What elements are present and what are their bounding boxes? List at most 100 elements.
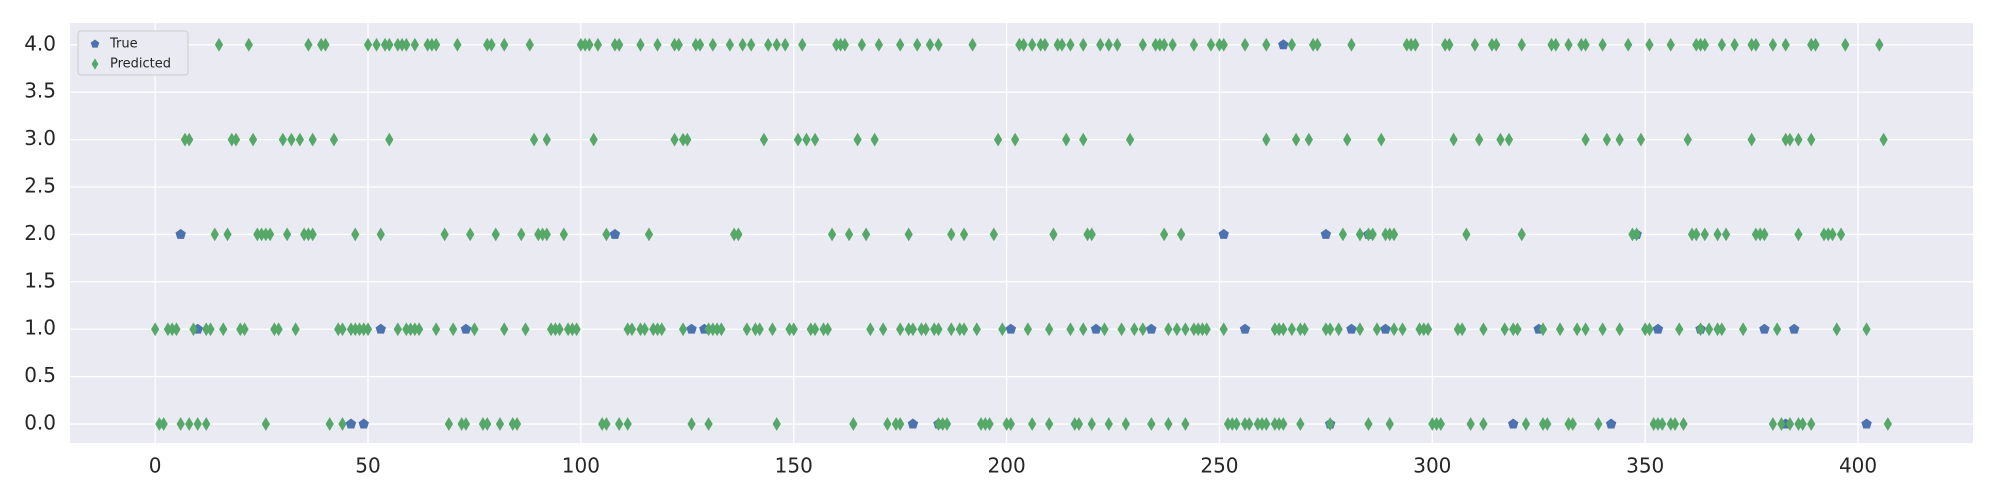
point [704,322,713,337]
point [1760,227,1769,242]
y-tick-label: 2.0 [24,221,56,245]
point [1781,37,1790,52]
point [581,37,590,52]
point [917,322,926,337]
point [836,37,845,52]
point [1138,37,1147,52]
point [500,37,509,52]
point [1470,37,1480,52]
point [202,322,211,337]
point [1372,322,1382,337]
point [857,37,866,52]
point [640,322,649,337]
point [686,323,697,334]
point [649,322,658,337]
point [738,37,747,52]
point [942,417,952,431]
point [1090,323,1102,334]
point [1189,37,1199,52]
point [163,322,173,337]
point [998,322,1007,337]
point [487,37,496,52]
point [1219,37,1228,52]
point [244,37,253,52]
point [1066,322,1075,337]
point [981,417,990,431]
point [291,322,300,337]
point [1320,228,1332,239]
point [334,322,343,337]
point [461,417,471,431]
point [1696,37,1705,52]
point [1274,322,1284,337]
point [764,37,773,52]
y-tick-label: 0.5 [24,363,56,387]
point [1087,227,1096,242]
point [346,322,356,337]
point [189,322,198,337]
point [1138,322,1147,337]
point [185,132,194,147]
point [508,417,517,431]
point [674,37,683,52]
point [1768,417,1778,431]
point [1117,322,1126,337]
point [1641,322,1650,337]
point [1700,37,1709,52]
point [1130,322,1139,337]
point [1385,417,1394,431]
point [883,417,892,431]
point [712,322,722,337]
point [1747,37,1756,52]
point [1155,37,1164,52]
point [1756,227,1765,242]
point [274,322,283,337]
point [959,227,969,242]
point [585,37,594,52]
point [351,322,360,337]
point [1181,322,1190,337]
point [355,322,364,337]
point [1683,132,1692,147]
point [1415,322,1424,337]
point [1492,37,1501,52]
point [1198,322,1207,337]
point [304,37,313,52]
point [1564,417,1573,431]
point [363,37,373,52]
point [976,417,986,431]
point [325,417,334,431]
legend-box [77,30,189,76]
point [1159,227,1169,242]
point [1652,323,1664,334]
point [1645,37,1654,52]
point [1177,227,1186,242]
point [227,132,236,147]
point [1028,37,1037,52]
point [1010,132,1020,147]
point [810,132,820,147]
point [1274,417,1284,431]
point [840,37,849,52]
point [1713,322,1722,337]
point [1147,417,1156,431]
point [798,37,807,52]
point [772,37,781,52]
point [317,37,326,52]
point [1074,417,1084,431]
point [1692,227,1701,242]
point [397,37,407,52]
point [768,322,777,337]
point [1321,322,1331,337]
point [793,132,803,147]
point [1389,227,1399,242]
point [1053,37,1062,52]
point [1168,37,1177,52]
y-tick-label: 3.5 [24,79,56,103]
point [1079,132,1088,147]
point [1219,322,1228,337]
point [832,37,841,52]
point [1308,37,1318,52]
point [1538,417,1548,431]
point [1079,322,1088,337]
